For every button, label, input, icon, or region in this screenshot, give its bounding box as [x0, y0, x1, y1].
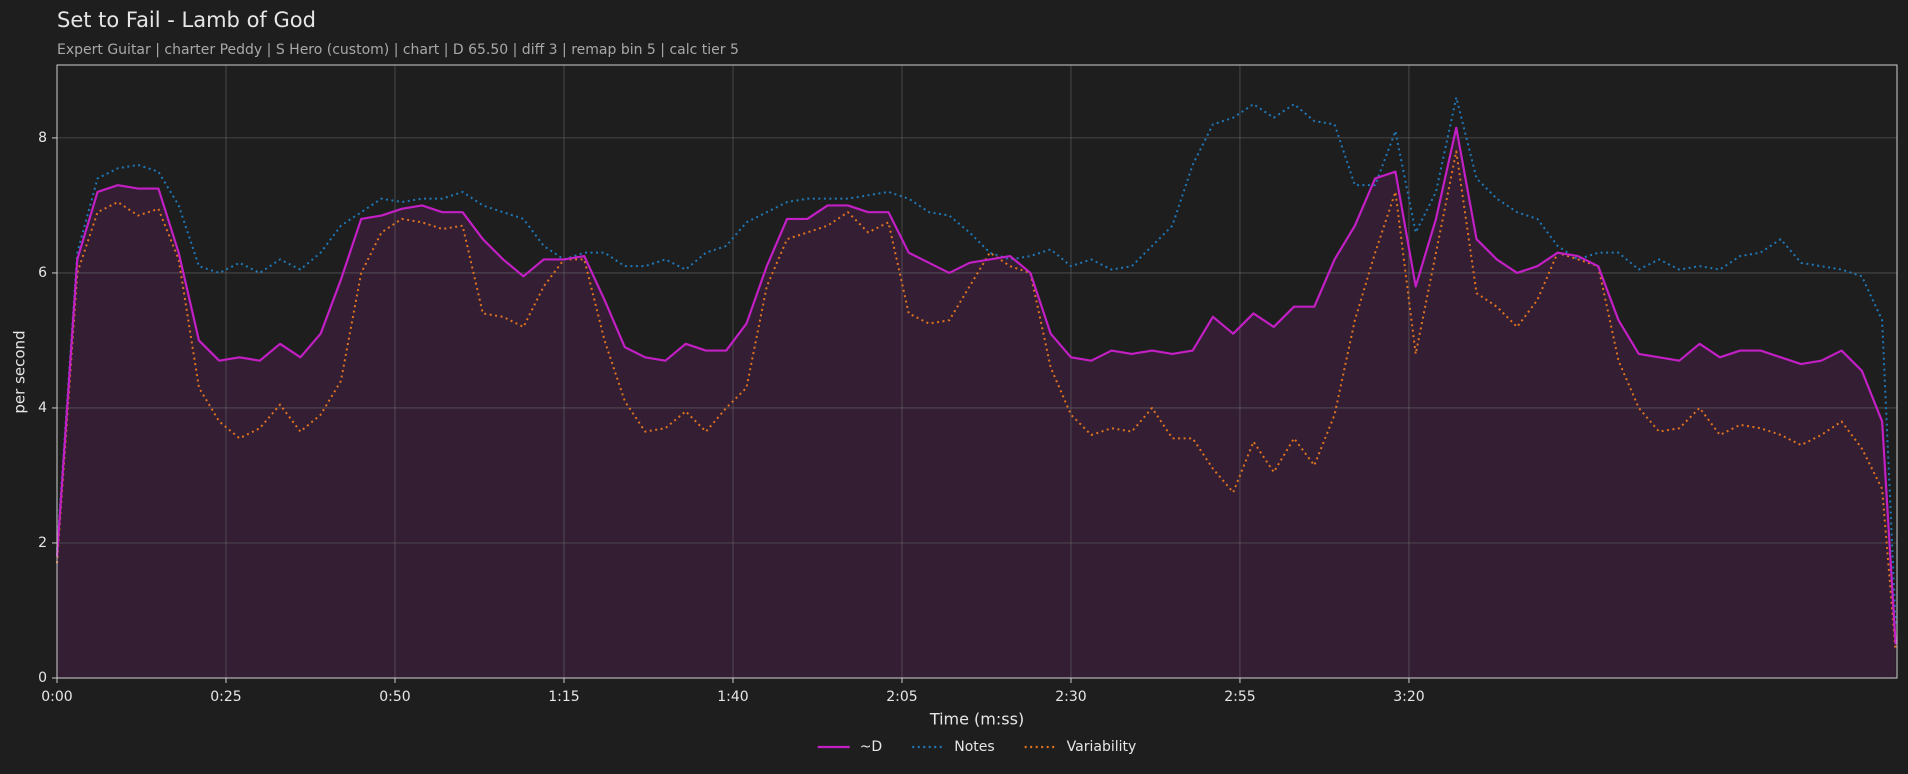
- legend-label: Variability: [1067, 739, 1137, 755]
- y-tick-label: 2: [38, 535, 47, 551]
- plot-frame: [56, 64, 1898, 679]
- y-tick-label: 6: [38, 265, 47, 281]
- y-tick-label: 0: [38, 670, 47, 686]
- x-tick-label: 0:25: [210, 689, 241, 705]
- series-line: [56, 96, 1897, 625]
- series-line: [55, 126, 1897, 645]
- x-tick-label: 1:40: [717, 689, 748, 705]
- x-tick-label: 2:30: [1055, 689, 1086, 705]
- x-tick-label: 3:20: [1393, 689, 1424, 705]
- chart-title: Set to Fail - Lamb of God: [57, 8, 316, 32]
- x-tick-label: 0:50: [379, 689, 410, 705]
- x-tick-label: 0:00: [41, 689, 72, 705]
- legend-label: ~D: [860, 739, 883, 755]
- y-tick-label: 8: [38, 130, 47, 146]
- x-tick-label: 2:55: [1224, 689, 1255, 705]
- area-fill: [57, 127, 1896, 679]
- x-tick-label: 2:05: [886, 689, 917, 705]
- x-axis-label: Time (m:ss): [929, 710, 1024, 729]
- x-tick-label: 1:15: [548, 689, 579, 705]
- legend-label: Notes: [954, 739, 994, 755]
- y-tick-label: 4: [38, 400, 47, 416]
- y-axis-label: per second: [11, 330, 29, 413]
- chart-subtitle: Expert Guitar | charter Peddy | S Hero (…: [57, 42, 739, 58]
